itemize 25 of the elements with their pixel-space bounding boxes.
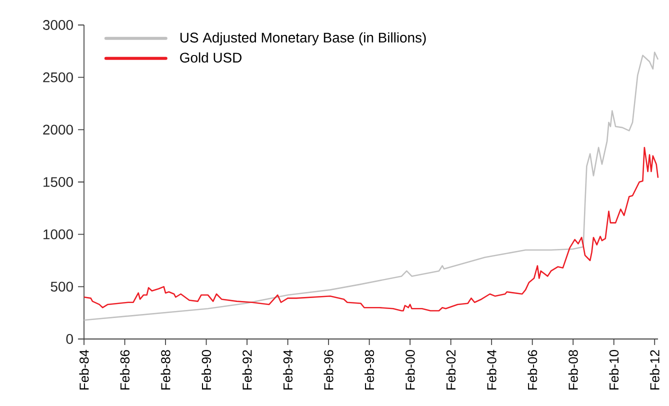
legend-label: Gold USD bbox=[180, 52, 242, 63]
x-tick-label: Feb-90 bbox=[202, 350, 212, 390]
y-tick-label: 2000 bbox=[43, 124, 73, 135]
x-tick-label: Feb-92 bbox=[242, 350, 252, 390]
x-tick-label: Feb-88 bbox=[160, 350, 170, 390]
y-tick-label: 0 bbox=[66, 334, 73, 344]
x-tick-label: Feb-06 bbox=[528, 350, 538, 390]
x-tick-label: Feb-84 bbox=[79, 350, 89, 390]
y-tick-label: 2500 bbox=[43, 72, 73, 82]
legend-label: US Adjusted Monetary Base (in Billions) bbox=[180, 32, 426, 46]
x-tick-label: Feb-00 bbox=[405, 350, 415, 390]
x-tick-label: Feb-08 bbox=[568, 350, 578, 390]
x-tick-label: Feb-12 bbox=[650, 350, 660, 390]
y-tick-label: 1500 bbox=[44, 177, 73, 187]
y-tick-label: 1000 bbox=[44, 229, 73, 240]
x-tick-label: Feb-86 bbox=[120, 350, 130, 390]
y-tick-label: 3000 bbox=[43, 20, 73, 30]
line-series bbox=[83, 52, 659, 321]
x-tick-label: Feb-94 bbox=[283, 350, 293, 390]
y-tick-label: 500 bbox=[50, 282, 73, 292]
x-tick-label: Feb-98 bbox=[364, 350, 374, 390]
x-tick-label: Feb-02 bbox=[446, 350, 456, 390]
x-tick-label: Feb-96 bbox=[324, 350, 334, 390]
x-tick-label: Feb-04 bbox=[486, 350, 496, 390]
x-tick-label: Feb-10 bbox=[609, 350, 619, 390]
